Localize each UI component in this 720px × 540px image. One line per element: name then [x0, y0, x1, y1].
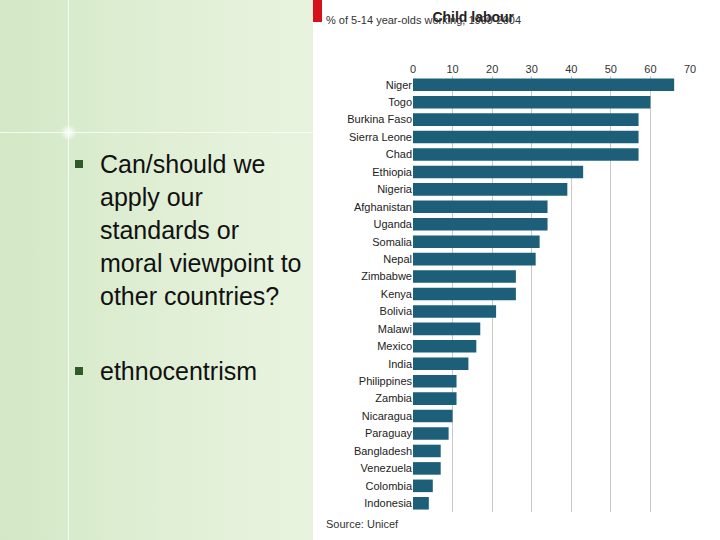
html-text:ethnocentrism: ethnocentrism [100, 357, 257, 385]
svg-text:Bangladesh: Bangladesh [354, 445, 412, 457]
svg-text:India: India [388, 358, 413, 370]
svg-text:20: 20 [486, 63, 498, 75]
svg-text:Mexico: Mexico [377, 340, 412, 352]
svg-text:Kenya: Kenya [381, 288, 413, 300]
svg-text:Ethiopia: Ethiopia [372, 166, 413, 178]
svg-text:30: 30 [526, 63, 538, 75]
svg-text:Sierra Leone: Sierra Leone [349, 131, 412, 143]
svg-text:Chad: Chad [386, 148, 412, 160]
svg-text:0: 0 [410, 63, 416, 75]
svg-text:Child labour: Child labour [432, 9, 514, 25]
svg-text:Colombia: Colombia [366, 480, 413, 492]
svg-text:Somalia: Somalia [372, 236, 413, 248]
svg-text:Zimbabwe: Zimbabwe [361, 270, 412, 282]
svg-text:Malawi: Malawi [378, 323, 412, 335]
svg-text:40: 40 [565, 63, 577, 75]
svg-text:10: 10 [446, 63, 458, 75]
svg-text:Source: Unicef: Source: Unicef [326, 518, 399, 530]
svg-text:Paraguay: Paraguay [365, 427, 413, 439]
svg-text:Venezuela: Venezuela [361, 462, 413, 474]
svg-text:Togo: Togo [388, 96, 412, 108]
svg-text:Burkina Faso: Burkina Faso [347, 113, 412, 125]
svg-text:Bolivia: Bolivia [380, 305, 413, 317]
svg-text:Philippines: Philippines [359, 375, 413, 387]
svg-text:Zambia: Zambia [375, 392, 413, 404]
svg-text:Nepal: Nepal [383, 253, 412, 265]
svg-text:% of 5-14 year-olds working, 1: % of 5-14 year-olds working, 1999-2004 [326, 14, 521, 26]
svg-text:70: 70 [684, 63, 696, 75]
svg-text:Indonesia: Indonesia [364, 497, 413, 509]
svg-text:Nicaragua: Nicaragua [362, 410, 413, 422]
svg-text:Nigeria: Nigeria [377, 183, 413, 195]
html-text:Can/should we apply our standa: Can/should we apply our standards or mor… [100, 150, 302, 310]
svg-text:50: 50 [605, 63, 617, 75]
svg-text:Niger: Niger [386, 79, 413, 91]
svg-text:60: 60 [644, 63, 656, 75]
svg-text:Uganda: Uganda [373, 218, 412, 230]
svg-text:Afghanistan: Afghanistan [354, 201, 412, 213]
